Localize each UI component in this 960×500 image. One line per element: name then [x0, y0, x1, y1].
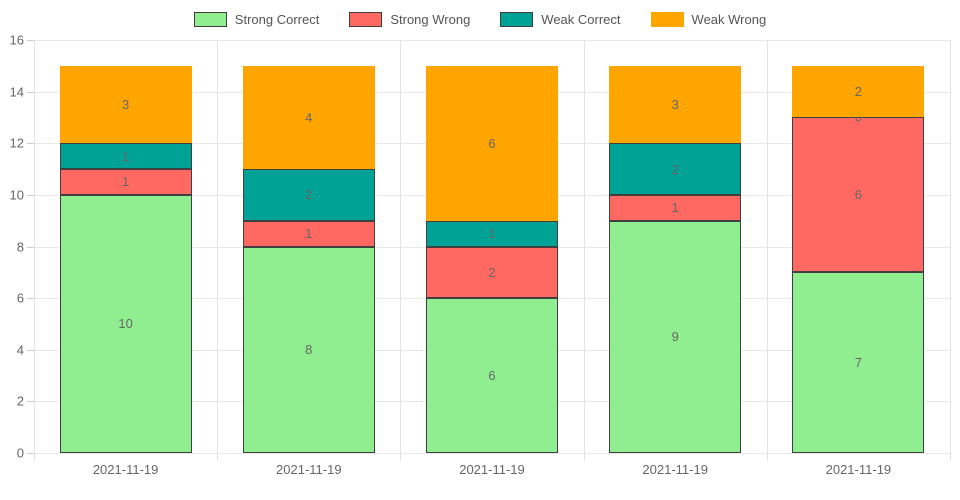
legend-swatch-icon — [650, 12, 684, 27]
bar-segment-strong-correct[interactable]: 7 — [792, 272, 925, 453]
category-separator — [217, 40, 219, 461]
bar-segment-value: 8 — [305, 342, 313, 358]
bar-segment-value: 3 — [121, 97, 130, 113]
bar-segment-value: 2 — [488, 264, 496, 280]
bar-segment-strong-correct[interactable]: 6 — [426, 298, 558, 453]
bar-segment-weak-wrong[interactable]: 6 — [426, 65, 558, 221]
bar-segment-value: 6 — [488, 135, 496, 151]
y-tick-mark — [27, 143, 34, 145]
y-tick-mark — [27, 401, 34, 403]
bar-segment-strong-correct[interactable]: 8 — [242, 246, 375, 453]
bar-segment-value: 6 — [488, 368, 496, 384]
category-separator — [400, 40, 402, 461]
x-tick-label: 2021-11-19 — [642, 462, 708, 477]
y-gridline — [34, 40, 950, 41]
legend-label: Weak Wrong — [691, 12, 767, 27]
bar-segment-value: 7 — [854, 355, 862, 371]
category-separator — [583, 40, 585, 461]
bar-segment-weak-correct[interactable]: 1 — [426, 220, 558, 247]
legend-item-weak-correct[interactable]: Weak Correct — [500, 12, 621, 27]
y-tick-mark — [27, 298, 34, 300]
bar-segment-value: 1 — [305, 226, 313, 242]
y-gridline — [34, 453, 950, 454]
bar-segment-strong-correct[interactable]: 10 — [59, 194, 192, 453]
legend-swatch-icon — [349, 12, 383, 27]
legend-item-strong-correct[interactable]: Strong Correct — [193, 12, 320, 27]
y-tick-label: 14 — [9, 84, 24, 100]
bar-segment-strong-wrong[interactable]: 6 — [792, 117, 925, 273]
bar-segment-value: 1 — [671, 200, 679, 216]
bar-segment-strong-correct[interactable]: 9 — [609, 220, 742, 453]
y-tick-mark — [27, 349, 34, 351]
bar-segment-weak-wrong[interactable]: 4 — [242, 65, 375, 170]
bar-segment-weak-correct[interactable]: 2 — [609, 143, 742, 195]
chart-legend: Strong Correct Strong Wrong Weak Correct We… — [0, 12, 960, 27]
x-tick-label: 2021-11-19 — [459, 462, 525, 477]
bar-segment-weak-correct[interactable]: 1 — [59, 143, 192, 170]
bar-segment-value: 9 — [671, 329, 679, 345]
category-separator — [950, 40, 951, 461]
y-tick-mark — [27, 91, 34, 93]
y-tick-label: 10 — [9, 187, 24, 203]
y-tick-label: 0 — [16, 445, 24, 461]
y-tick-label: 16 — [9, 32, 24, 48]
bar-segment-value: 2 — [671, 161, 679, 177]
bar-segment-weak-wrong[interactable]: 2 — [792, 65, 925, 118]
bar-segment-value: 0 — [854, 109, 863, 125]
bar-segment-weak-wrong[interactable]: 3 — [609, 65, 742, 144]
y-tick-mark — [27, 453, 34, 454]
bar-segment-weak-wrong[interactable]: 3 — [59, 65, 192, 144]
x-tick-label: 2021-11-19 — [825, 462, 892, 477]
y-tick-label: 2 — [16, 393, 24, 409]
bar-segment-strong-wrong[interactable]: 1 — [242, 220, 375, 247]
bar-segment-value: 1 — [121, 174, 130, 190]
bar-segment-strong-wrong[interactable]: 2 — [426, 246, 558, 299]
bar-segment-strong-wrong[interactable]: 1 — [59, 169, 192, 195]
bar-segment-value: 1 — [121, 148, 130, 164]
bar-segment-value: 2 — [305, 187, 313, 203]
x-tick-label: 2021-11-19 — [276, 462, 342, 477]
y-tick-label: 4 — [16, 342, 24, 358]
y-tick-mark — [27, 194, 34, 196]
bar-segment-value: 6 — [854, 187, 862, 203]
y-tick-mark — [27, 246, 34, 248]
legend-swatch-icon — [500, 12, 534, 27]
bar-segment-strong-wrong[interactable]: 1 — [609, 194, 742, 221]
y-tick-label: 12 — [9, 135, 24, 151]
y-tick-label: 8 — [16, 239, 24, 254]
x-tick-label: 2021-11-19 — [92, 462, 159, 477]
legend-label: Strong Correct — [234, 12, 320, 27]
y-tick-label: 6 — [16, 290, 24, 306]
legend-swatch-icon — [193, 12, 227, 27]
bar-segment-value: 2 — [854, 84, 862, 100]
bar-segment-weak-correct[interactable]: 2 — [242, 169, 375, 221]
legend-label: Strong Wrong — [390, 12, 471, 27]
bar-segment-value: 1 — [488, 226, 496, 242]
legend-label: Weak Correct — [541, 12, 621, 27]
bar-segment-value: 10 — [118, 316, 133, 332]
legend-item-strong-wrong[interactable]: Strong Wrong — [349, 12, 470, 27]
legend-item-weak-wrong[interactable]: Weak Wrong — [650, 12, 767, 27]
bar-segment-value: 3 — [671, 97, 679, 113]
y-tick-mark — [27, 40, 34, 41]
category-separator — [766, 40, 768, 461]
bar-segment-value: 4 — [305, 109, 313, 125]
category-separator — [34, 40, 35, 461]
